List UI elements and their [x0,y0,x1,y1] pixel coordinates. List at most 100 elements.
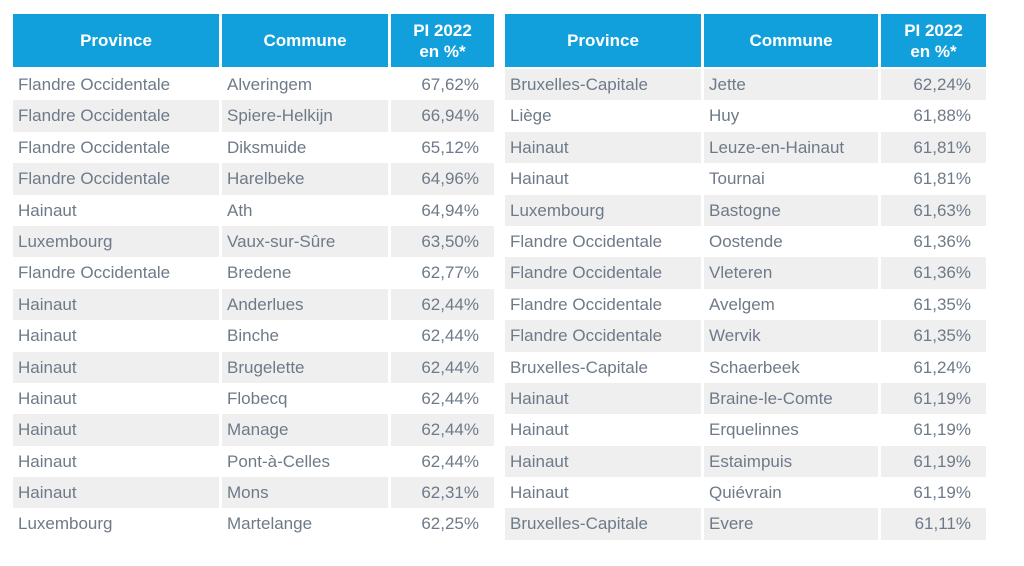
table-row: Flandre Occidentale Spiere-Helkijn 66,94% [13,100,494,132]
cell-commune: Binche [227,326,279,346]
table-row: Hainaut Leuze-en-Hainaut 61,81% [505,131,986,164]
ranking-table-right: Province Commune PI 2022 en %* Bruxelles… [505,14,986,540]
cell-pi: 61,88% [913,106,971,126]
table-row: Hainaut Brugelette 62,44% [13,351,494,383]
cell-pi: 61,81% [913,169,971,189]
cell-commune: Spiere-Helkijn [222,100,388,132]
table-row: Liège Huy 61,88% [505,100,986,131]
cell-province: Flandre Occidentale [510,231,663,251]
cell-pi: 63,50% [391,225,494,258]
table-row: Hainaut Estaimpuis 61,19% [505,445,986,478]
cell-province: Bruxelles-Capitale [510,357,648,377]
cell-commune: Harelbeke [222,163,388,195]
table-row: Luxembourg Bastogne 61,63% [505,194,986,226]
cell-commune: Schaerbeek [709,357,800,377]
cell-pi: 64,94% [421,200,479,220]
table-row: Luxembourg Martelange 62,25% [13,508,494,539]
table-row: Flandre Occidentale Vleteren 61,36% [505,257,986,289]
cell-province: Hainaut [505,382,701,415]
column-header-pi-line1: PI 2022 [904,20,963,40]
cell-province: Hainaut [18,200,77,220]
cell-pi: 62,44% [391,288,494,321]
table-row: Flandre Occidentale Alveringem 67,62% [13,69,494,100]
column-header-pi-line1: PI 2022 [413,20,472,40]
cell-pi: 61,24% [913,357,971,377]
cell-commune: Erquelinnes [709,420,799,440]
cell-pi: 61,35% [881,320,986,352]
cell-pi: 62,31% [391,477,494,509]
table-row: Luxembourg Vaux-sur-Sûre 63,50% [13,225,494,258]
cell-province: Bruxelles-Capitale [505,508,701,540]
column-header-province: Province [505,14,701,67]
cell-pi: 62,44% [421,451,479,471]
cell-pi: 61,19% [913,420,971,440]
table-row: Bruxelles-Capitale Schaerbeek 61,24% [505,352,986,383]
table-row: Hainaut Pont-à-Celles 62,44% [13,446,494,477]
cell-province: Hainaut [13,288,219,321]
cell-province: Hainaut [505,445,701,478]
column-header-pi: PI 2022 en %* [881,14,986,67]
cell-pi: 61,19% [913,483,971,503]
table-row: Flandre Occidentale Diksmuide 65,12% [13,132,494,163]
cell-province: Luxembourg [505,194,701,226]
cell-pi: 61,19% [881,445,986,478]
table-row: Hainaut Binche 62,44% [13,320,494,351]
cell-commune: Huy [709,106,740,126]
cell-pi: 62,44% [391,414,494,446]
cell-province: Hainaut [13,414,219,446]
cell-commune: Leuze-en-Hainaut [704,131,878,164]
cell-commune: Bastogne [704,194,878,226]
cell-province: Luxembourg [13,225,219,258]
table-row: Flandre Occidentale Oostende 61,36% [505,226,986,257]
cell-commune: Bredene [227,263,292,283]
cell-province: Flandre Occidentale [13,100,219,132]
table-body: Bruxelles-Capitale Jette 62,24% Liège Huy 61,… [505,69,986,540]
cell-commune: Braine-le-Comte [704,382,878,415]
cell-commune: Jette [704,69,878,101]
table-row: Bruxelles-Capitale Evere 61,11% [505,508,986,540]
table-row: Hainaut Mons 62,31% [13,477,494,509]
table-row: Flandre Occidentale Wervik 61,35% [505,320,986,352]
table-header-row: Province Commune PI 2022 en %* [13,14,494,67]
cell-province: Flandre Occidentale [505,320,701,352]
cell-commune: Flobecq [227,388,288,408]
table-row: Hainaut Anderlues 62,44% [13,288,494,321]
cell-province: Hainaut [18,388,77,408]
cell-commune: Pont-à-Celles [227,451,330,471]
cell-commune: Vaux-sur-Sûre [222,225,388,258]
cell-commune: Estaimpuis [704,445,878,478]
cell-province: Flandre Occidentale [505,257,701,289]
cell-province: Hainaut [510,169,569,189]
cell-pi: 62,44% [391,351,494,383]
table-header-row: Province Commune PI 2022 en %* [505,14,986,67]
cell-pi: 64,96% [391,163,494,195]
cell-province: Bruxelles-Capitale [505,69,701,101]
cell-commune: Mons [222,477,388,509]
cell-commune: Oostende [709,231,783,251]
ranking-table-left: Province Commune PI 2022 en %* Flandre O… [13,14,494,540]
table-row: Bruxelles-Capitale Jette 62,24% [505,69,986,101]
cell-province: Flandre Occidentale [13,163,219,195]
cell-commune: Quiévrain [709,483,782,503]
cell-province: Flandre Occidentale [18,263,171,283]
cell-pi: 62,44% [421,326,479,346]
cell-province: Hainaut [510,483,569,503]
cell-pi: 61,63% [881,194,986,226]
table-row: Flandre Occidentale Bredene 62,77% [13,257,494,288]
cell-pi: 61,11% [881,508,986,540]
cell-province: Hainaut [505,131,701,164]
table-row: Hainaut Flobecq 62,44% [13,383,494,414]
cell-province: Hainaut [18,451,77,471]
cell-province: Luxembourg [18,514,113,534]
cell-commune: Avelgem [709,294,775,314]
cell-commune: Alveringem [227,75,313,94]
cell-province: Hainaut [13,351,219,383]
table-row: Hainaut Braine-le-Comte 61,19% [505,382,986,415]
cell-commune: Evere [704,508,878,540]
cell-province: Flandre Occidentale [510,294,663,314]
cell-commune: Manage [222,414,388,446]
cell-pi: 61,36% [913,231,971,251]
cell-province: Liège [510,106,552,126]
cell-pi: 62,77% [421,263,479,283]
column-header-commune: Commune [222,14,388,67]
